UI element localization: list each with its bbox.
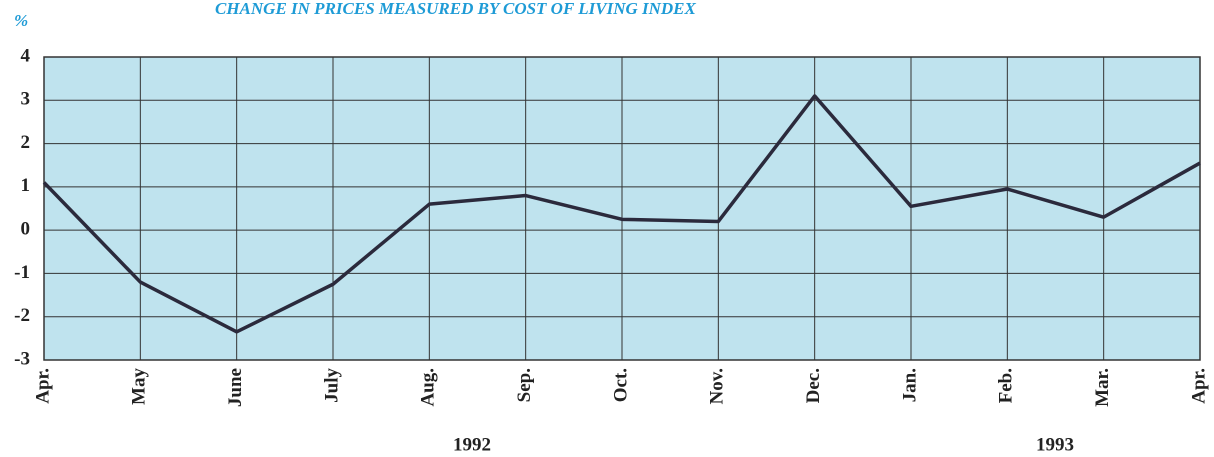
x-tick-label: July <box>321 368 342 403</box>
x-tick-label: June <box>225 368 246 407</box>
plot-frame <box>43 56 1201 361</box>
x-tick-label: May <box>129 368 150 405</box>
chart-title: CHANGE IN PRICES MEASURED BY COST OF LIV… <box>215 0 697 18</box>
y-tick-label: 3 <box>21 89 31 110</box>
year-label: 1992 <box>453 434 491 455</box>
x-tick-label: Apr. <box>32 368 53 404</box>
x-tick-label: Mar. <box>1092 368 1113 407</box>
x-tick-label: Dec. <box>803 368 824 403</box>
y-axis-label: % <box>14 11 28 30</box>
y-tick-label: 2 <box>21 132 31 153</box>
x-tick-label: Nov. <box>707 368 728 404</box>
data-line <box>42 94 1201 334</box>
y-tick-label: -1 <box>14 262 30 283</box>
x-tick-label: Sep. <box>514 368 535 402</box>
x-tick-label: Jan. <box>899 368 920 402</box>
x-tick-label: Aug. <box>418 368 439 407</box>
y-tick-label: 1 <box>21 175 31 196</box>
y-tick-label: -3 <box>14 348 30 369</box>
x-tick-label: Oct. <box>610 368 631 402</box>
y-tick-label: 4 <box>21 45 31 66</box>
y-tick-label: -2 <box>14 305 30 326</box>
year-label: 1993 <box>1036 434 1074 455</box>
x-tick-label: Feb. <box>996 368 1017 403</box>
y-tick-label: 0 <box>21 219 31 240</box>
x-tick-label: Apr. <box>1188 368 1209 404</box>
